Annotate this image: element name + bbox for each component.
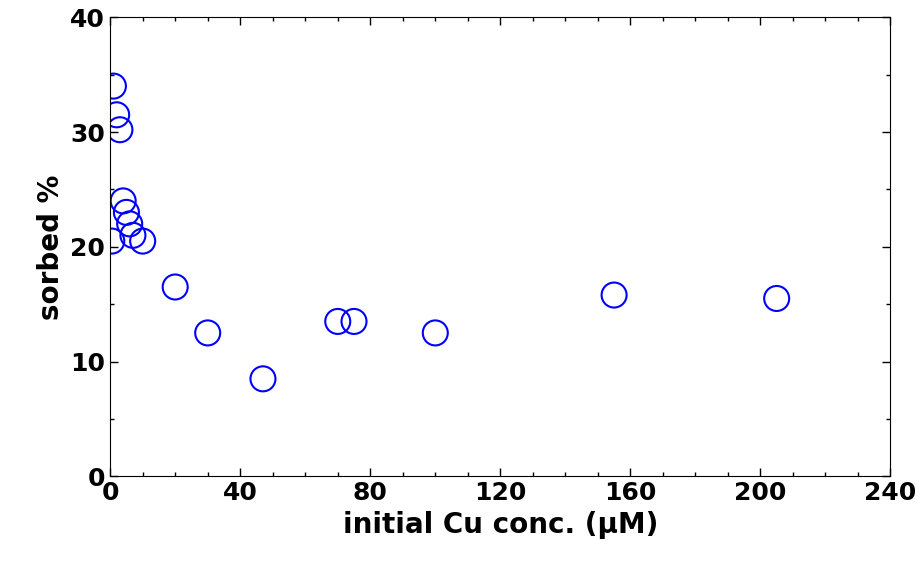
Point	[122, 219, 137, 228]
Point	[113, 125, 128, 134]
Point	[769, 294, 784, 303]
X-axis label: initial Cu conc. (μM): initial Cu conc. (μM)	[342, 511, 658, 539]
Point	[109, 110, 124, 119]
Point	[126, 231, 140, 240]
Point	[428, 328, 442, 338]
Point	[106, 82, 121, 91]
Point	[255, 374, 270, 383]
Point	[330, 317, 345, 326]
Y-axis label: sorbed %: sorbed %	[37, 174, 65, 320]
Point	[119, 208, 134, 217]
Point	[116, 196, 130, 205]
Point	[168, 282, 183, 292]
Point	[200, 328, 215, 338]
Point	[105, 236, 119, 246]
Point	[607, 290, 621, 300]
Point	[347, 317, 362, 326]
Point	[135, 236, 150, 246]
